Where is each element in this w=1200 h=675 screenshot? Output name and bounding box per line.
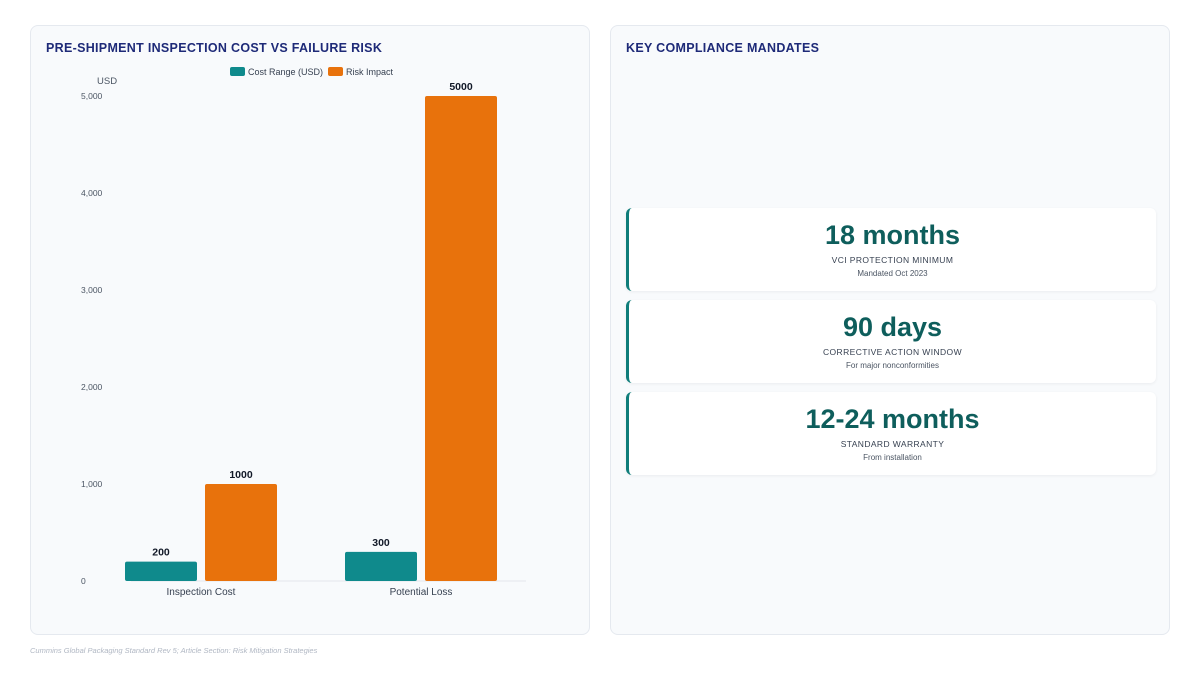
bar [125,561,197,581]
legend-label: Risk Impact [346,67,394,77]
bar-value-label: 1000 [229,469,253,481]
legend-label: Cost Range (USD) [248,67,323,77]
legend-swatch [230,67,245,76]
chart-title: PRE-SHIPMENT INSPECTION COST VS FAILURE … [46,41,383,55]
x-category-label: Inspection Cost [167,587,236,598]
mandates-panel: KEY COMPLIANCE MANDATES 18 months VCI PR… [610,25,1170,635]
mandate-card: 90 days CORRECTIVE ACTION WINDOW For maj… [626,300,1156,383]
mandate-cards: 18 months VCI PROTECTION MINIMUM Mandate… [626,208,1156,484]
mandate-card: 12-24 months STANDARD WARRANTY From inst… [626,392,1156,475]
y-tick-label: 1,000 [81,479,103,489]
bar-chart: USD 0 1,000 2,000 3,000 4,000 5,000 200 1000 Insp… [81,67,526,598]
mandate-note: From installation [863,453,922,462]
mandate-label: CORRECTIVE ACTION WINDOW [823,347,962,357]
mandate-label: STANDARD WARRANTY [840,439,945,449]
chart-panel: PRE-SHIPMENT INSPECTION COST VS FAILURE … [30,25,590,635]
mandate-card: 18 months VCI PROTECTION MINIMUM Mandate… [626,208,1156,291]
bar [425,96,497,581]
bar [205,484,277,581]
y-tick-label: 3,000 [81,285,103,295]
y-tick-label: 5,000 [81,91,103,101]
y-tick-label: 4,000 [81,188,103,198]
bar-value-label: 300 [372,537,390,549]
mandate-value: 90 days [842,312,943,342]
y-axis-label: USD [97,76,117,87]
mandate-note: Mandated Oct 2023 [857,269,928,278]
bar-value-label: 200 [152,547,170,559]
mandate-value: 18 months [824,220,961,250]
mandate-note: For major nonconformities [846,361,939,370]
legend-swatch [328,67,343,76]
mandate-label: VCI PROTECTION MINIMUM [831,255,954,265]
source-footnote: Cummins Global Packaging Standard Rev 5;… [30,646,318,655]
mandate-value: 12-24 months [805,404,980,434]
bar-value-label: 5000 [449,81,473,93]
bar [345,551,417,581]
y-tick-label: 2,000 [81,382,103,392]
mandates-title: KEY COMPLIANCE MANDATES [626,41,820,55]
x-category-label: Potential Loss [390,587,453,598]
y-tick-label: 0 [81,576,86,586]
